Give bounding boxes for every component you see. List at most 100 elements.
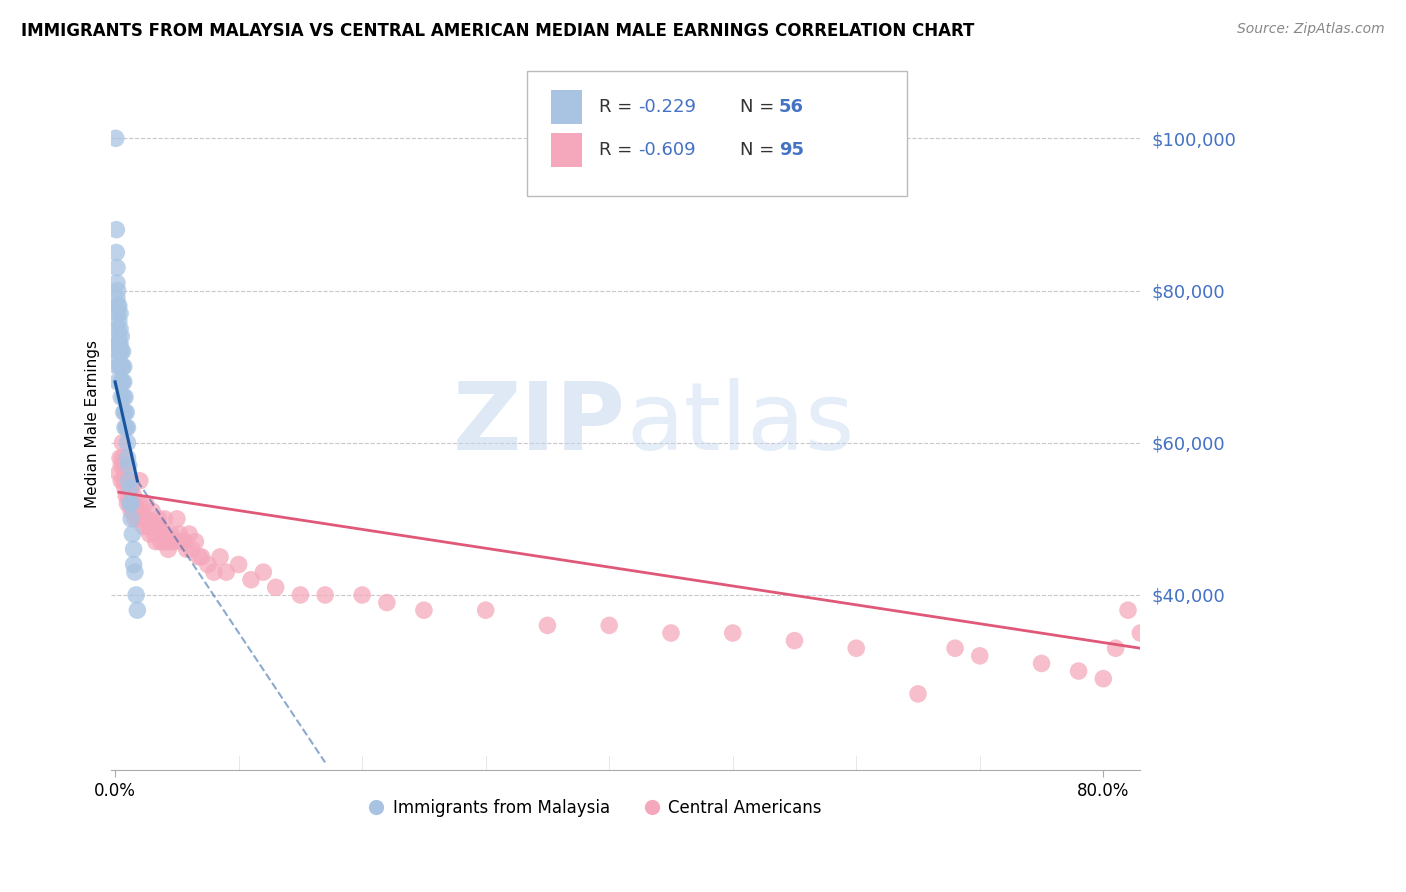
Point [146, 519, 169, 533]
Point [141, 504, 163, 518]
Point [264, 580, 287, 594]
Point [110, 375, 132, 389]
Point [110, 329, 132, 343]
Point [150, 527, 173, 541]
Point [120, 497, 142, 511]
Point [107, 299, 129, 313]
Point [105, 276, 128, 290]
Point [129, 504, 152, 518]
Point [166, 512, 188, 526]
Point [170, 534, 193, 549]
Point [110, 344, 132, 359]
Point [107, 359, 129, 374]
Point [134, 512, 156, 526]
Point [107, 306, 129, 320]
Point [148, 512, 170, 526]
Point [136, 512, 159, 526]
Point [1031, 657, 1053, 671]
Point [131, 512, 153, 526]
Point [117, 474, 139, 488]
Point [108, 336, 131, 351]
Point [127, 603, 149, 617]
Point [536, 618, 558, 632]
Point [180, 542, 202, 557]
Point [111, 344, 134, 359]
Point [375, 596, 398, 610]
Point [108, 336, 131, 351]
Point [190, 549, 212, 564]
Point [142, 519, 165, 533]
Point [105, 222, 128, 236]
Point [110, 458, 132, 473]
Point [117, 497, 139, 511]
Point [352, 588, 374, 602]
Point [907, 687, 929, 701]
Point [112, 390, 135, 404]
Point [474, 603, 496, 617]
Legend: Immigrants from Malaysia, Central Americans: Immigrants from Malaysia, Central Americ… [361, 793, 828, 824]
Point [783, 633, 806, 648]
Point [138, 527, 160, 541]
Point [117, 450, 139, 465]
Point [108, 314, 131, 328]
Point [112, 474, 135, 488]
Point [228, 558, 250, 572]
Point [202, 565, 225, 579]
Point [152, 534, 174, 549]
Point [153, 512, 176, 526]
Point [114, 420, 136, 434]
Point [107, 321, 129, 335]
Text: 56: 56 [779, 98, 804, 116]
Point [128, 474, 150, 488]
Point [124, 497, 146, 511]
Point [108, 299, 131, 313]
Point [114, 405, 136, 419]
Point [108, 329, 131, 343]
Point [215, 565, 238, 579]
Point [120, 512, 142, 526]
Point [105, 291, 128, 305]
Point [115, 405, 138, 419]
Point [107, 284, 129, 298]
Point [598, 618, 620, 632]
Point [169, 527, 191, 541]
Point [122, 504, 145, 518]
Point [721, 626, 744, 640]
Point [117, 435, 139, 450]
Point [107, 375, 129, 389]
Point [143, 527, 166, 541]
Point [188, 549, 211, 564]
Point [115, 420, 138, 434]
Point [1129, 626, 1152, 640]
Point [118, 497, 141, 511]
Point [117, 420, 139, 434]
Point [108, 359, 131, 374]
Point [108, 351, 131, 366]
Point [128, 504, 150, 518]
Point [145, 534, 167, 549]
Point [108, 344, 131, 359]
Text: N =: N = [740, 141, 779, 159]
Point [114, 466, 136, 480]
Point [139, 519, 162, 533]
Point [112, 405, 135, 419]
Point [1067, 664, 1090, 678]
Text: -0.229: -0.229 [638, 98, 696, 116]
Point [176, 542, 198, 557]
Point [969, 648, 991, 663]
Point [252, 565, 274, 579]
Point [108, 466, 131, 480]
Point [149, 519, 172, 533]
Point [115, 489, 138, 503]
Point [118, 474, 141, 488]
Point [110, 474, 132, 488]
Point [105, 260, 128, 275]
Point [105, 245, 128, 260]
Point [118, 497, 141, 511]
Point [128, 497, 150, 511]
Point [125, 588, 148, 602]
Point [127, 512, 149, 526]
Point [118, 458, 141, 473]
Point [132, 519, 155, 533]
Point [120, 482, 142, 496]
